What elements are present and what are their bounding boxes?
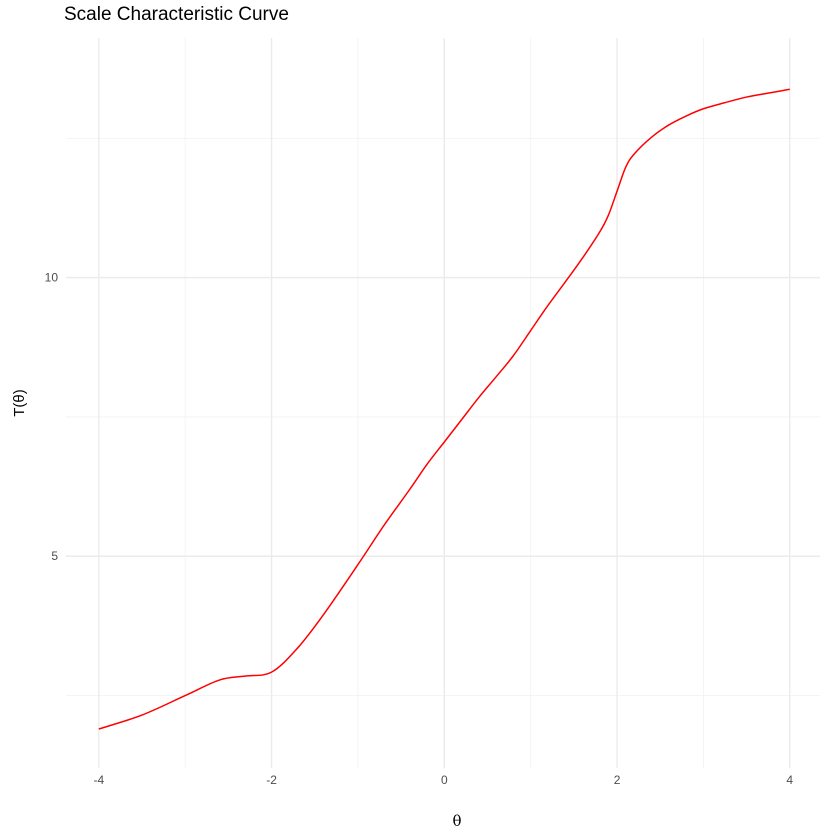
tick-label-layer: -4 -2 0 2 4 5 10 [45, 271, 794, 787]
series-layer [98, 88, 790, 730]
series-line-0 [98, 88, 790, 730]
x-tick-label: 4 [786, 773, 793, 787]
y-tick-label: 5 [51, 549, 58, 563]
x-tick-label: -4 [93, 773, 104, 787]
x-tick-label: -2 [266, 773, 277, 787]
y-axis-title: T(θ) [11, 389, 28, 417]
x-axis-title: θ [452, 812, 461, 830]
y-tick-label: 10 [45, 271, 59, 285]
x-tick-label: 0 [441, 773, 448, 787]
x-tick-label: 2 [614, 773, 621, 787]
chart-title: Scale Characteristic Curve [64, 4, 289, 25]
grid-layer [66, 38, 820, 768]
